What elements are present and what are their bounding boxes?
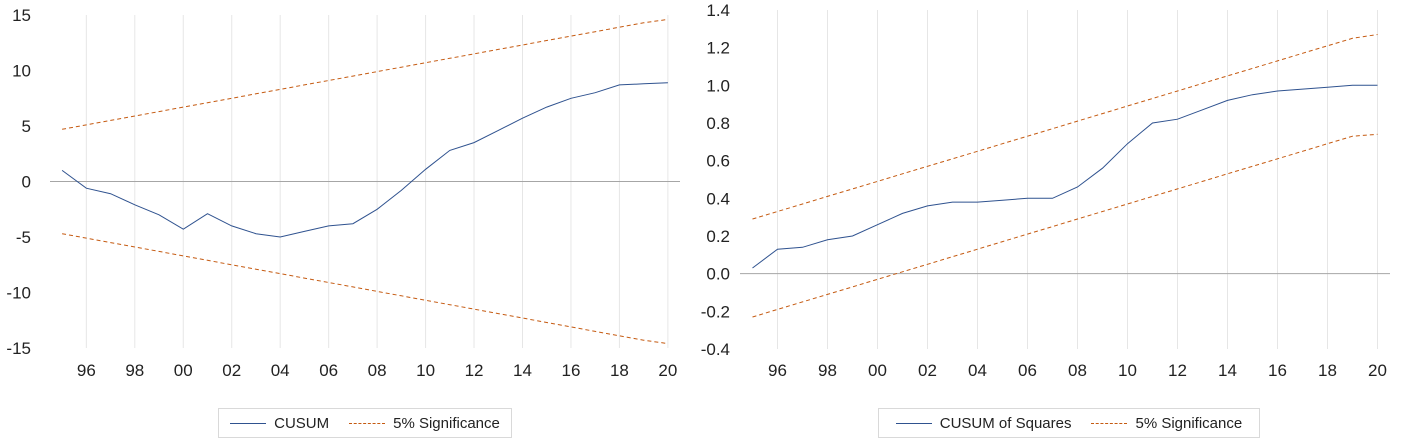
legend-solid-line-icon — [230, 422, 267, 424]
y-tick-label: 0.6 — [706, 152, 730, 171]
legend-label-significance: 5% Significance — [1135, 414, 1243, 432]
x-tick-label: 10 — [416, 361, 435, 380]
y-tick-label: 1.0 — [706, 76, 730, 95]
legend-item-significance: 5% Significance — [349, 415, 500, 432]
series-line-cusum-squares — [752, 84, 1378, 269]
legend-item-significance: 5% Significance — [1091, 415, 1242, 432]
y-tick-label: -0.4 — [701, 340, 730, 359]
lower-significance-line — [62, 233, 668, 345]
y-tick-label: 1.4 — [706, 1, 730, 20]
x-tick-label: 20 — [658, 361, 677, 380]
x-tick-label: 98 — [818, 361, 837, 380]
x-tick-label: 06 — [1018, 361, 1037, 380]
legend-item-cusum: CUSUM — [230, 415, 329, 432]
x-tick-label: 20 — [1368, 361, 1387, 380]
y-tick-label: 0.8 — [706, 114, 730, 133]
y-tick-label: 15 — [12, 6, 31, 25]
y-tick-label: -15 — [6, 339, 31, 358]
legend-label-significance: 5% Significance — [393, 414, 500, 432]
legend-solid-line-icon — [895, 422, 932, 424]
x-tick-label: 16 — [562, 361, 581, 380]
x-tick-label: 12 — [465, 361, 484, 380]
y-tick-label: 0.0 — [706, 265, 730, 284]
x-tick-label: 04 — [968, 361, 987, 380]
legend-dashed-line-icon — [349, 422, 386, 424]
x-tick-label: 10 — [1118, 361, 1137, 380]
x-tick-label: 96 — [768, 361, 787, 380]
upper-significance-line — [752, 34, 1378, 220]
x-tick-label: 14 — [1218, 361, 1237, 380]
legend-dashed-line-icon — [1091, 422, 1128, 424]
x-tick-label: 96 — [77, 361, 96, 380]
x-tick-label: 14 — [513, 361, 532, 380]
upper-significance-line — [62, 18, 668, 130]
x-tick-label: 08 — [1068, 361, 1087, 380]
x-tick-label: 18 — [610, 361, 629, 380]
y-tick-label: 0.4 — [706, 189, 730, 208]
lower-significance-line — [752, 133, 1378, 318]
x-tick-label: 04 — [271, 361, 290, 380]
y-tick-label: -5 — [16, 228, 31, 247]
x-tick-label: 18 — [1318, 361, 1337, 380]
x-tick-label: 16 — [1268, 361, 1287, 380]
x-tick-label: 06 — [319, 361, 338, 380]
y-tick-label: -0.2 — [701, 302, 730, 321]
chart-cusum: 96 98 00 02 04 06 08 10 12 14 16 18 20 -15 -10 -5 0 5 10 15 — [6, 6, 680, 380]
cusum-squares-legend: CUSUM of Squares 5% Significance — [878, 408, 1260, 438]
x-tick-label: 02 — [222, 361, 241, 380]
legend-label-cusum-of-squares: CUSUM of Squares — [939, 414, 1072, 432]
y-tick-label: -10 — [6, 284, 31, 303]
y-tick-label: 5 — [22, 117, 31, 136]
y-tick-label: 10 — [12, 62, 31, 81]
x-tick-label: 02 — [918, 361, 937, 380]
x-tick-label: 08 — [368, 361, 387, 380]
y-tick-label: 0 — [22, 173, 31, 192]
cusum-legend: CUSUM 5% Significance — [218, 408, 512, 438]
y-tick-label: 0.2 — [706, 227, 730, 246]
legend-label-cusum: CUSUM — [274, 414, 330, 432]
y-tick-label: 1.2 — [706, 39, 730, 58]
series-line-cusum — [61, 82, 668, 238]
x-tick-label: 00 — [174, 361, 193, 380]
legend-item-cusum-of-squares: CUSUM of Squares — [895, 414, 1072, 432]
chart-cusum-squares: 96 98 00 02 04 06 08 10 12 14 16 18 20 -0.4 -0.2 0.0 0.2… — [701, 1, 1390, 380]
x-tick-label: 00 — [868, 361, 887, 380]
x-tick-label: 12 — [1168, 361, 1187, 380]
x-tick-label: 98 — [125, 361, 144, 380]
